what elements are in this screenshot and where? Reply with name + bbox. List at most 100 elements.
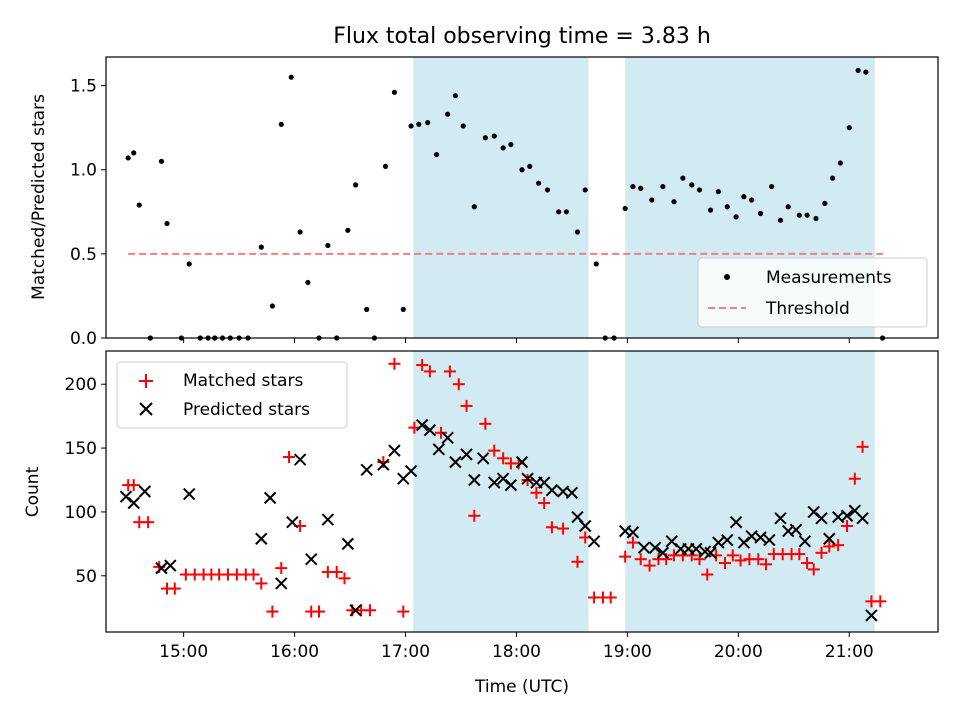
measurement-point bbox=[556, 209, 562, 215]
matched-star-point bbox=[793, 548, 806, 561]
bottom-y-tick-label: 50 bbox=[75, 567, 97, 587]
measurement-point bbox=[164, 220, 170, 227]
measurement-point bbox=[500, 145, 506, 151]
matched-star-point bbox=[571, 555, 584, 568]
predicted-star-point bbox=[656, 546, 670, 560]
predicted-star-point bbox=[349, 604, 362, 617]
matched-star-point bbox=[530, 486, 543, 499]
measurement-point bbox=[649, 197, 655, 203]
predicted-star-point bbox=[815, 512, 828, 525]
matched-star-point bbox=[275, 562, 288, 575]
measurement-point bbox=[536, 180, 542, 186]
bottom-legend-label-predicted: Predicted stars bbox=[183, 400, 310, 420]
matched-star-point bbox=[832, 539, 845, 552]
x-tick-label: 18:00 bbox=[492, 642, 541, 662]
predicted-star-point bbox=[476, 452, 490, 465]
measurement-point bbox=[777, 217, 784, 223]
measurement-point bbox=[297, 229, 303, 235]
measurement-point bbox=[508, 141, 514, 148]
measurement-point bbox=[527, 163, 533, 169]
predicted-star-point bbox=[182, 487, 196, 501]
matched-star-point bbox=[468, 509, 481, 522]
matched-star-point bbox=[726, 549, 739, 562]
bottom-legend-marker-predicted bbox=[139, 402, 153, 416]
predicted-star-point bbox=[712, 536, 725, 549]
measurement-point bbox=[638, 185, 644, 191]
bottom-y-tick-label: 100 bbox=[65, 503, 97, 523]
predicted-star-point bbox=[488, 476, 501, 489]
predicted-star-point bbox=[587, 535, 601, 548]
predicted-star-point bbox=[360, 463, 373, 476]
measurement-point bbox=[425, 120, 431, 126]
measurement-point bbox=[544, 187, 551, 193]
predicted-star-point bbox=[441, 431, 454, 445]
top-axes-frame bbox=[105, 56, 939, 339]
matched-star-point bbox=[815, 546, 828, 559]
measurement-point bbox=[724, 204, 730, 210]
matched-star-point bbox=[460, 399, 473, 412]
measurement-point bbox=[574, 229, 581, 235]
bottom-legend-marker-matched bbox=[139, 374, 153, 388]
measurement-point bbox=[364, 306, 370, 312]
predicted-star-point bbox=[255, 532, 268, 545]
predicted-star-point bbox=[721, 533, 734, 547]
measurement-point bbox=[689, 182, 695, 188]
matched-star-point bbox=[634, 553, 647, 566]
predicted-star-point bbox=[704, 546, 717, 560]
matched-star-point bbox=[443, 365, 456, 378]
measurement-point bbox=[680, 175, 686, 181]
matched-star-point bbox=[841, 519, 854, 532]
top-y-tick-label: 1.5 bbox=[70, 77, 97, 97]
matched-star-point bbox=[423, 365, 436, 378]
measurement-point bbox=[158, 158, 165, 164]
shaded-interval bbox=[413, 57, 589, 338]
predicted-star-point bbox=[404, 464, 418, 478]
measurement-point bbox=[741, 194, 747, 200]
measurement-point bbox=[785, 204, 791, 210]
bottom-legend: Matched stars Predicted stars bbox=[116, 361, 348, 429]
measurement-point bbox=[630, 183, 636, 190]
chart-title: Flux total observing time = 3.83 h bbox=[333, 24, 711, 49]
measurement-point bbox=[460, 123, 466, 129]
predicted-star-point bbox=[286, 515, 299, 529]
predicted-star-point bbox=[341, 537, 355, 551]
bottom-y-tick-label: 200 bbox=[65, 375, 97, 395]
top-legend-label-measurements: Measurements bbox=[766, 268, 892, 288]
measurement-point bbox=[855, 67, 861, 74]
bottom-legend-label-matched: Matched stars bbox=[183, 371, 303, 391]
measurement-point bbox=[482, 135, 488, 141]
matched-star-point bbox=[823, 540, 836, 553]
x-tick-label: 20:00 bbox=[714, 642, 763, 662]
predicted-star-point bbox=[415, 418, 429, 432]
matched-star-point bbox=[312, 605, 325, 618]
measurement-point bbox=[288, 74, 294, 80]
measurement-point bbox=[400, 306, 406, 312]
matched-star-point bbox=[801, 557, 814, 570]
measurement-point bbox=[837, 160, 843, 166]
matched-star-point bbox=[538, 496, 551, 509]
bottom-y-ticks: 50 100 150 200 bbox=[65, 375, 106, 587]
measurement-point bbox=[353, 182, 359, 188]
predicted-star-point bbox=[789, 523, 803, 537]
matched-star-point bbox=[719, 557, 732, 570]
predicted-star-point bbox=[155, 561, 168, 575]
measurement-point bbox=[278, 121, 284, 127]
top-y-tick-label: 0.0 bbox=[70, 329, 97, 349]
predicted-star-point bbox=[388, 444, 401, 457]
measurement-point bbox=[846, 125, 852, 131]
measurement-point bbox=[416, 121, 422, 127]
x-tick-label: 21:00 bbox=[825, 642, 874, 662]
predicted-star-point bbox=[138, 485, 152, 498]
matched-star-point bbox=[338, 572, 351, 585]
measurement-point bbox=[382, 163, 389, 169]
measurement-point bbox=[433, 151, 440, 158]
matched-star-point bbox=[693, 553, 706, 566]
predicted-star-point bbox=[865, 609, 878, 622]
matched-star-point bbox=[752, 553, 765, 566]
predicted-star-point bbox=[515, 455, 529, 469]
matched-star-point bbox=[545, 521, 558, 534]
x-tick-label: 19:00 bbox=[603, 642, 652, 662]
measurement-point bbox=[519, 167, 525, 173]
predicted-star-point bbox=[423, 423, 437, 437]
